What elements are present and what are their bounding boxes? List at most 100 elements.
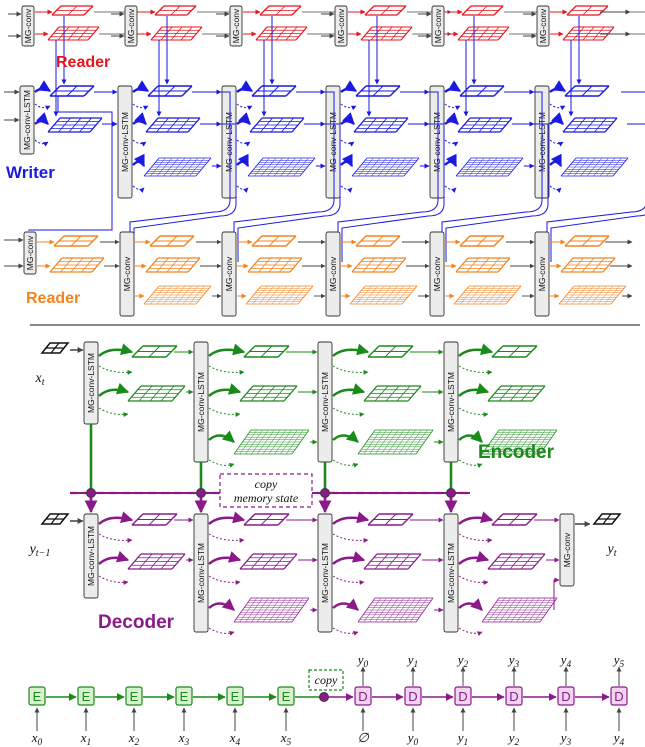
writer-grid-fine-v <box>494 157 511 177</box>
reader-bottom-grid-fine-v <box>591 285 607 305</box>
writer-bold-arrow <box>340 153 354 168</box>
encoder-grid-mid-v <box>272 385 287 402</box>
decoder-box-3-rect <box>443 513 459 633</box>
reader-bottom-grid-coarse <box>53 235 99 247</box>
reader-bottom-box-5-label: MG-conv <box>537 256 547 291</box>
encoder-grid-fine-v <box>516 429 534 455</box>
decoder-grid-mid-v <box>171 553 186 570</box>
encoder-dotted-loop <box>98 365 133 375</box>
reader-top-box-4-label: MG-conv <box>433 8 443 43</box>
reader-top-box-2: MG-conv <box>229 5 243 47</box>
decoder-grid-fine-v <box>534 597 552 623</box>
writer-bold-arrow <box>444 153 458 168</box>
encoder-grid-coarse <box>131 345 178 358</box>
reader-bottom-grid-mid <box>560 257 616 273</box>
writer-bold-arrow <box>549 80 567 93</box>
copy-junction-dot <box>446 488 456 498</box>
encoder-node-0: E <box>28 686 46 706</box>
encoder-input-0-sub: 0 <box>38 738 43 747</box>
writer-grid-fine-v <box>390 157 407 177</box>
decoder-grid-fine-v <box>398 597 416 623</box>
encoder-grid-fine <box>357 429 434 455</box>
writer-label: Writer <box>6 163 55 182</box>
decoder-box-3: MG-conv-LSTM <box>443 513 459 633</box>
decoder-grid-mid-v <box>531 553 546 570</box>
decoder-node-rect <box>404 686 422 706</box>
reader-top-grid-fine <box>457 26 510 41</box>
decoder-grid-fine-v <box>528 597 546 623</box>
encoder-grid-fine-v <box>392 429 410 455</box>
decoder-dotted-loop <box>458 627 483 636</box>
decoder-input-3-base: y <box>507 730 515 745</box>
decoder-box-2: MG-conv-LSTM <box>317 513 333 633</box>
decoder-grid-mid <box>239 553 298 570</box>
encoder-grid-fine-v <box>268 429 286 455</box>
decoder-node-3: D <box>505 686 523 706</box>
encoder-node-5: E <box>277 686 295 706</box>
reader-top-grid-fine-v <box>285 26 298 41</box>
writer-box-4: MG-conv-LSTM <box>429 85 445 199</box>
encoder-grid-mid <box>127 385 186 402</box>
reader-top-box-0: MG-conv <box>21 5 35 47</box>
decoder-output-3-base: y <box>507 652 515 667</box>
writer-grid-fine-v <box>612 157 629 177</box>
decoder-input-5-base: y <box>612 730 620 745</box>
reader-bottom-grid-mid <box>49 257 105 273</box>
memory-state-text: memory state <box>234 491 299 505</box>
writer-grid-fine-v <box>293 157 309 177</box>
writer-dotted-loop <box>549 103 566 111</box>
reader-top-grid-fine <box>360 26 413 41</box>
writer-first-link <box>28 96 113 231</box>
writer-grid-mid-v <box>395 117 409 133</box>
writer-grid-fine-v <box>189 157 205 177</box>
reader-top-grid-fine-v <box>390 26 403 41</box>
decoder-dotted-loop <box>332 627 359 636</box>
encoder-node-rect <box>226 686 244 706</box>
writer-grid-mid <box>47 117 103 133</box>
writer-grid-fine-v <box>403 157 420 177</box>
reader-top-grid-coarse-v <box>186 5 197 16</box>
writer-to-reader-link <box>441 91 543 240</box>
writer-bold-arrow <box>34 112 49 125</box>
writer-to-reader-link <box>445 123 549 262</box>
decoder-grid-mid-v <box>407 553 422 570</box>
reader-top-grid-fine <box>150 26 203 41</box>
reader-bottom-grid-fine-v <box>382 285 398 305</box>
reader-bottom-grid-mid <box>351 257 407 273</box>
encoder-grid-fine-v <box>286 429 304 455</box>
decoder-label: Decoder <box>98 612 175 633</box>
encoder-node-1: E <box>77 686 95 706</box>
decoder-grid-mid-v <box>283 553 298 570</box>
decoder-input-1-sub: 0 <box>414 738 419 747</box>
decoder-bold-arrow <box>458 511 494 525</box>
encoder-dotted-loop <box>332 407 365 417</box>
writer-grid-fine <box>143 157 212 177</box>
reader-bottom-box-2-rect <box>221 231 237 317</box>
reader-bottom-box-5: MG-conv <box>534 231 550 317</box>
writer-grid-coarse-v <box>83 85 95 97</box>
encoder-bold-arrow <box>98 343 134 357</box>
decoder-bold-arrow <box>208 551 242 565</box>
decoder-box-1: MG-conv-LSTM <box>193 513 209 633</box>
encoder-grid-fine-v <box>274 429 292 455</box>
decoder-bold-arrow <box>332 511 370 525</box>
decoder-grid-mid <box>127 553 186 570</box>
decoder-output-icon-v <box>602 513 612 525</box>
writer-grid-mid-v <box>594 117 607 133</box>
writer-to-reader-link <box>129 91 231 240</box>
encoder-dotted-loop <box>458 459 483 468</box>
writer-dotted-loop <box>549 185 562 193</box>
encoder-input-5-base: x <box>280 730 287 745</box>
decoder-output-label: yt <box>605 542 616 559</box>
writer-box-2-label: MG-conv-LSTM <box>224 112 234 172</box>
reader-bottom-grid-mid-v <box>81 257 94 273</box>
writer-bold-arrow <box>340 80 358 93</box>
encoder-grid-fine-v <box>280 429 298 455</box>
encoder-box-0-label: MG-conv-LSTM <box>86 353 96 413</box>
decoder-output-label-base: y <box>605 542 614 557</box>
decoder-dotted-loop <box>332 533 369 543</box>
reader-top-box-3-label: MG-conv <box>336 8 346 43</box>
reader-bottom-box-1: MG-conv <box>119 231 135 317</box>
reader-top-grid-coarse-v <box>291 5 302 16</box>
reader-bottom-grid-fine-v <box>604 285 620 305</box>
